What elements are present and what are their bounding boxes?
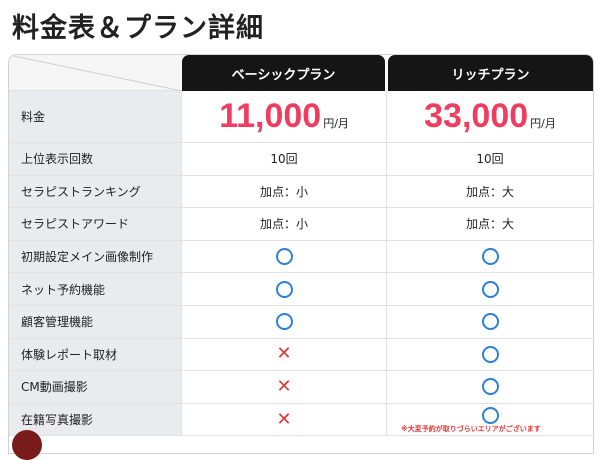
basic-cell <box>182 240 387 273</box>
basic-cell: ✕ <box>182 338 387 371</box>
basic-cell <box>182 305 387 338</box>
row-label: 料金 <box>9 91 182 142</box>
row-label: セラピストアワード <box>9 208 182 240</box>
row-label: 初期設定メイン画像制作 <box>9 240 182 273</box>
basic-price: 11,000 <box>219 97 322 135</box>
cross-icon: ✕ <box>276 343 292 365</box>
pricing-table: ベーシックプラン リッチプラン 料金 11,000 円/月 33,000 円/月… <box>8 54 594 454</box>
table-row: ネット予約機能 <box>9 273 593 306</box>
table-corner <box>9 55 182 91</box>
cell-value: 加点：小 <box>259 184 308 199</box>
circle-icon <box>275 313 293 331</box>
circle-icon <box>481 280 499 298</box>
circle-icon <box>481 248 499 266</box>
cell-value: 加点：大 <box>465 184 514 199</box>
rich-cell <box>387 273 593 305</box>
cell-value: 10回 <box>476 152 504 167</box>
cell-value: 10回 <box>270 152 298 167</box>
row-label: ネット予約機能 <box>9 273 182 305</box>
corner-diagonal <box>9 55 182 91</box>
circle-icon <box>481 345 499 363</box>
rich-price-cell: 33,000 円/月 <box>387 91 593 142</box>
rich-cell: ※大変予約が取りづらいエリアがございます <box>387 404 593 436</box>
basic-cell: 10回 <box>182 143 387 175</box>
rich-cell <box>387 241 593 273</box>
floating-badge[interactable] <box>12 430 42 460</box>
basic-cell: 加点：小 <box>182 175 387 208</box>
table-row: 体験レポート取材 ✕ <box>9 338 593 372</box>
rich-cell: 加点：大 <box>387 208 593 240</box>
cell-value: 加点：小 <box>259 217 308 232</box>
rich-price: 33,000 <box>424 97 529 135</box>
table-row: CM動画撮影 ✕ <box>9 371 593 404</box>
availability-note: ※大変予約が取りづらいエリアがございます <box>401 425 541 434</box>
row-label: 上位表示回数 <box>9 143 182 175</box>
feature-rows: 上位表示回数 10回 10回 セラピストランキング 加点：小 加点：大 セラピストアワード加… <box>9 143 593 437</box>
circle-icon <box>275 280 293 298</box>
basic-cell <box>182 273 387 305</box>
page-title: 料金表＆プラン詳細 <box>12 13 264 44</box>
cross-icon: ✕ <box>276 408 292 430</box>
circle-icon <box>481 378 499 396</box>
row-label: CM動画撮影 <box>9 371 182 403</box>
basic-price-cell: 11,000 円/月 <box>182 91 387 142</box>
table-header-row: ベーシックプラン リッチプラン <box>9 55 593 91</box>
circle-icon <box>481 406 499 424</box>
rich-cell: 10回 <box>387 143 593 175</box>
basic-cell: 加点：小 <box>182 208 387 240</box>
rich-cell <box>387 371 593 403</box>
table-row: 初期設定メイン画像制作 <box>9 240 593 274</box>
table-row: セラピストランキング 加点：小 加点：大 <box>9 175 593 209</box>
table-row: 上位表示回数 10回 10回 <box>9 143 593 176</box>
rich-plan-header: リッチプラン <box>388 55 593 91</box>
cell-value: 加点：大 <box>465 217 514 232</box>
table-row: 在籍写真撮影 ✕ ※大変予約が取りづらいエリアがございます <box>9 403 593 437</box>
row-label: 顧客管理機能 <box>9 305 182 338</box>
row-label: セラピストランキング <box>9 175 182 208</box>
table-row: 顧客管理機能 <box>9 305 593 339</box>
rich-cell <box>387 306 593 338</box>
rich-cell: 加点：大 <box>387 176 593 208</box>
row-label: 在籍写真撮影 <box>9 403 182 436</box>
table-row: セラピストアワード 加点：小 加点：大 <box>9 208 593 241</box>
rich-price-unit: 円/月 <box>530 117 556 130</box>
table-row-price: 料金 11,000 円/月 33,000 円/月 <box>9 91 593 143</box>
circle-icon <box>481 313 499 331</box>
circle-icon <box>275 248 293 266</box>
basic-price-unit: 円/月 <box>323 117 349 130</box>
basic-plan-header: ベーシックプラン <box>182 55 385 91</box>
rich-cell <box>387 339 593 371</box>
basic-cell: ✕ <box>182 403 387 436</box>
basic-cell: ✕ <box>182 371 387 403</box>
row-label: 体験レポート取材 <box>9 338 182 371</box>
cross-icon: ✕ <box>276 375 292 397</box>
